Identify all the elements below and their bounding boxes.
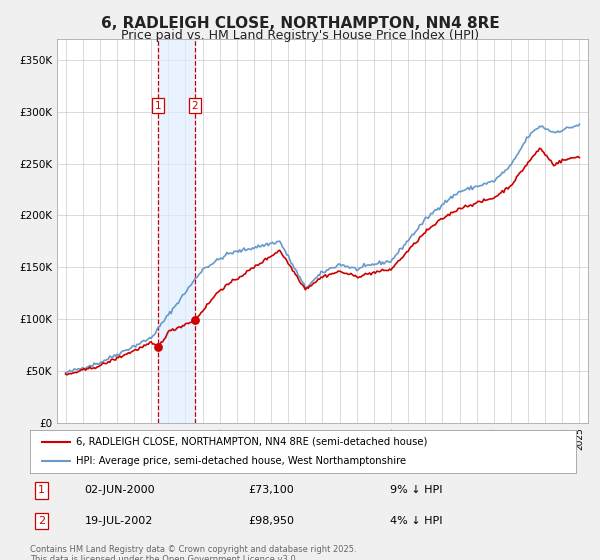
Point [154,343,163,352]
Text: 2: 2 [38,516,46,526]
Text: Price paid vs. HM Land Registry's House Price Index (HPI): Price paid vs. HM Land Registry's House … [121,29,479,42]
Text: 9% ↓ HPI: 9% ↓ HPI [391,486,443,496]
Text: £98,950: £98,950 [248,516,295,526]
Text: 02-JUN-2000: 02-JUN-2000 [85,486,155,496]
Text: 6, RADLEIGH CLOSE, NORTHAMPTON, NN4 8RE (semi-detached house): 6, RADLEIGH CLOSE, NORTHAMPTON, NN4 8RE … [76,437,428,447]
Text: Contains HM Land Registry data © Crown copyright and database right 2025.
This d: Contains HM Land Registry data © Crown c… [30,545,356,560]
Text: HPI: Average price, semi-detached house, West Northamptonshire: HPI: Average price, semi-detached house,… [76,456,407,466]
Point [190,316,200,325]
Text: 6, RADLEIGH CLOSE, NORTHAMPTON, NN4 8RE: 6, RADLEIGH CLOSE, NORTHAMPTON, NN4 8RE [101,16,499,31]
Text: 19-JUL-2002: 19-JUL-2002 [85,516,153,526]
Text: £73,100: £73,100 [248,486,294,496]
Text: 1: 1 [155,101,162,110]
Text: 4% ↓ HPI: 4% ↓ HPI [391,516,443,526]
Text: 1: 1 [38,486,45,496]
Bar [158,39,195,423]
Text: 2: 2 [191,101,198,110]
